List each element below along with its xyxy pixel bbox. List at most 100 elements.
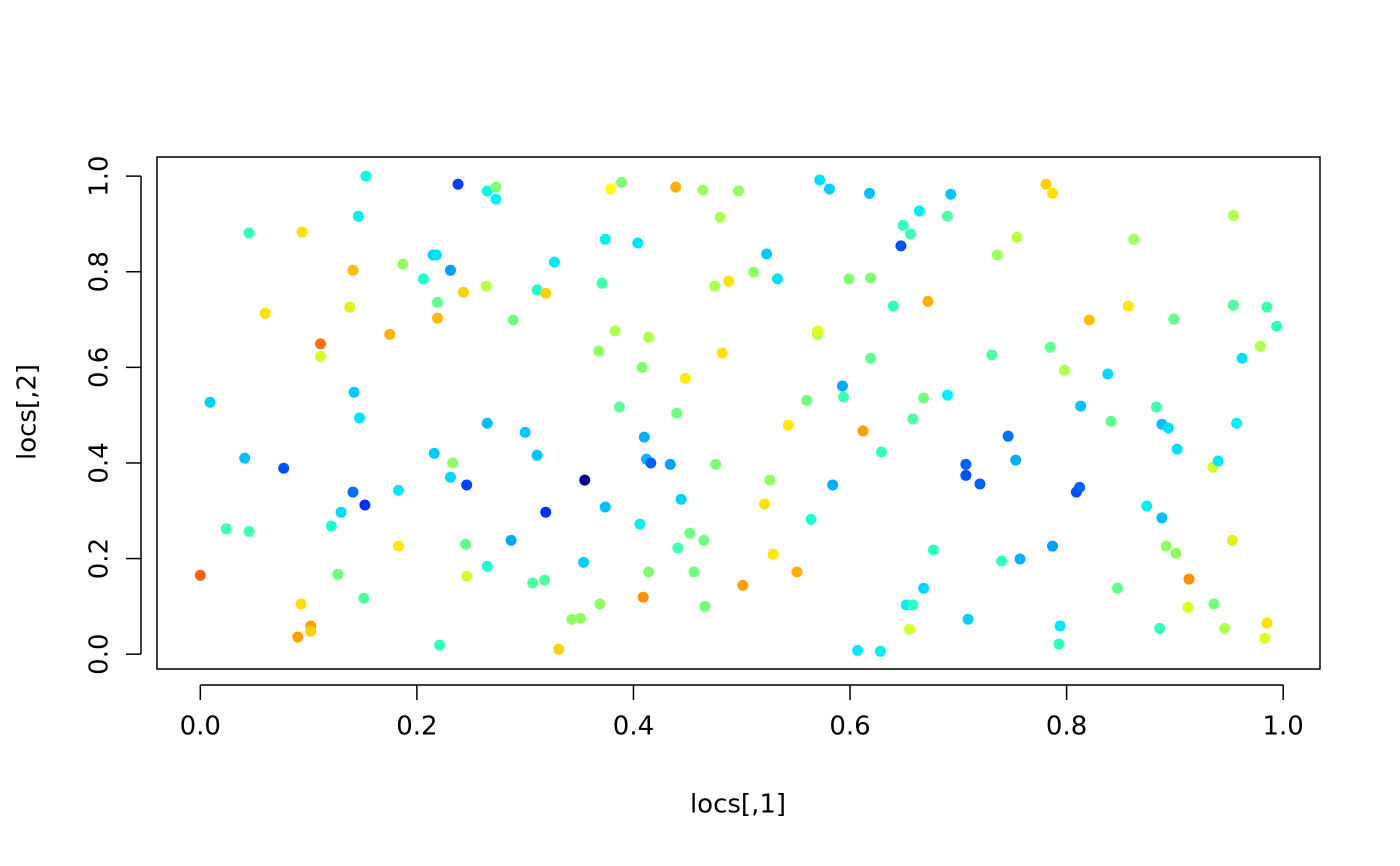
point [758,498,770,510]
point [1219,622,1231,634]
y-axis-label: locs[,2] [13,364,43,460]
point [1227,209,1239,221]
point [636,361,648,373]
point [431,312,443,324]
point [714,211,726,223]
point [527,577,539,589]
point [918,582,930,594]
point [540,287,552,299]
point [945,188,957,200]
point [431,296,443,308]
point [444,471,456,483]
point [1010,454,1022,466]
point [843,273,855,285]
point [481,417,493,429]
point [723,275,735,287]
point [593,345,605,357]
point [480,280,492,292]
point [805,513,817,525]
point [553,643,565,655]
point [991,249,1003,261]
x-tick-label: 1.0 [1263,712,1304,742]
point [609,325,621,337]
point [1160,540,1172,552]
point [259,307,271,319]
x-tick-label: 0.6 [829,712,870,742]
point [864,187,876,199]
point [1054,620,1066,632]
point [397,258,409,270]
point [645,457,657,469]
point [1122,300,1134,312]
point [1254,340,1266,352]
point [960,469,972,481]
y-tick-label: 1.0 [85,155,115,196]
point [875,446,887,458]
point [613,401,625,413]
point [865,272,877,284]
point [605,183,617,195]
point [447,457,459,469]
y-tick-label: 0.4 [85,442,115,483]
point [1171,443,1183,455]
point [865,352,877,364]
point [461,570,473,582]
point [460,538,472,550]
point [531,449,543,461]
point [566,613,578,625]
point [243,227,255,239]
point [672,542,684,554]
x-tick-label: 0.8 [1046,712,1087,742]
point [1156,512,1168,524]
point [852,644,864,656]
point [457,286,469,298]
point [348,386,360,398]
point [332,568,344,580]
point [1182,601,1194,613]
point [1075,400,1087,412]
point [194,569,206,581]
point [359,499,371,511]
point [748,266,760,278]
point [996,555,1008,567]
point [1040,178,1052,190]
x-tick-label: 0.0 [180,712,221,742]
point [1014,553,1026,565]
point [417,273,429,285]
point [481,185,493,197]
point [1154,622,1166,634]
x-tick-label: 0.4 [613,712,654,742]
point [907,599,919,611]
point [1259,632,1271,644]
point [1231,417,1243,429]
point [305,625,317,637]
point [1058,364,1070,376]
point [895,240,907,252]
y-tick-label: 0.2 [85,538,115,579]
point [548,256,560,268]
point [962,613,974,625]
point [347,486,359,498]
point [519,426,531,438]
point [643,566,655,578]
point [764,474,776,486]
point [887,300,899,312]
point [737,579,749,591]
point [574,612,586,624]
plot-box [156,156,1321,670]
point [461,479,473,491]
point [637,591,649,603]
point [671,407,683,419]
point [1261,301,1273,313]
point [1011,231,1023,243]
point [1261,617,1273,629]
point [905,228,917,240]
point [827,479,839,491]
point [927,544,939,556]
point [710,458,722,470]
point [220,523,232,535]
point [531,284,543,296]
point [578,556,590,568]
point [913,205,925,217]
x-tick-label: 0.2 [396,712,437,742]
